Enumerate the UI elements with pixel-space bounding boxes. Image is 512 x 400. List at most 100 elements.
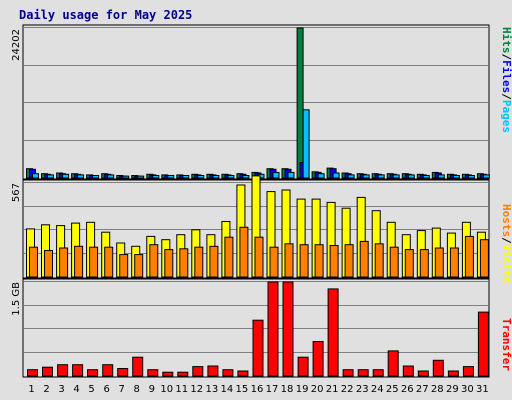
hits-pages-bar-day-19 (302, 109, 310, 179)
transfer-transfer-bar-day-25 (387, 350, 399, 377)
hits-pages-bar-day-18 (287, 171, 295, 179)
transfer-transfer-bar-day-31 (477, 311, 489, 377)
transfer-transfer-bar-day-20 (312, 341, 324, 377)
transfer-transfer-bar-day-4 (72, 364, 84, 377)
transfer-ytick-label: 1.5 GB (11, 282, 22, 316)
visits-hosts-bar-day-27 (419, 249, 429, 278)
visits-hosts-bar-day-31 (479, 239, 489, 278)
right-label-part: / (500, 237, 512, 244)
transfer-transfer-bar-day-8 (132, 356, 144, 377)
day-label-10: 10 (160, 384, 173, 395)
transfer-transfer-bar-day-27 (417, 370, 429, 377)
day-label-13: 13 (206, 384, 219, 395)
hits-pages-bar-day-29 (452, 175, 460, 179)
day-label-19: 19 (296, 384, 309, 395)
transfer-transfer-bar-day-3 (57, 364, 69, 377)
day-label-6: 6 (104, 384, 110, 395)
day-label-2: 2 (43, 384, 49, 395)
transfer-transfer-bar-day-23 (357, 369, 369, 377)
day-label-4: 4 (73, 384, 79, 395)
hits-pages-bar-day-22 (347, 174, 355, 179)
day-label-15: 15 (236, 384, 249, 395)
hits-pages-bar-day-6 (107, 174, 115, 179)
visits-hosts-bar-day-5 (89, 246, 99, 278)
visits-hosts-bar-day-29 (449, 247, 459, 278)
transfer-transfer-bar-day-17 (267, 281, 279, 377)
visits-hosts-bar-day-10 (164, 249, 174, 278)
visits-ytick-label: 567 (11, 183, 22, 202)
day-label-14: 14 (221, 384, 234, 395)
transfer-transfer-bar-day-30 (462, 366, 474, 377)
day-label-12: 12 (190, 384, 203, 395)
hits-pages-bar-day-5 (92, 175, 100, 179)
hits-pages-bar-day-24 (377, 174, 385, 179)
hits-pages-bar-day-15 (242, 175, 250, 179)
visits-hosts-bar-day-1 (29, 246, 38, 278)
day-label-1: 1 (28, 384, 34, 395)
transfer-transfer-bar-day-21 (327, 288, 339, 377)
hits-pages-bar-day-27 (422, 175, 430, 179)
hits-pages-bar-day-8 (137, 175, 145, 179)
right-label-part: Hosts (500, 204, 512, 237)
right-label-part: / (500, 54, 512, 61)
day-label-5: 5 (88, 384, 94, 395)
hits-pages-bar-day-13 (212, 175, 220, 179)
visits-hosts-bar-day-11 (179, 248, 189, 278)
visits-hosts-bar-day-24 (374, 243, 384, 278)
day-label-24: 24 (371, 384, 384, 395)
hits-hits-bar-day-19 (296, 27, 304, 179)
hits-pages-bar-day-4 (77, 174, 85, 179)
right-label-part: Pages (500, 100, 512, 133)
transfer-transfer-bar-day-2 (42, 366, 53, 377)
right-label-part: Visits (500, 244, 512, 284)
x-axis-labels: 1 2 3 4 5 6 7 8 9 10 11 12 13 14 15 16 17 18 19 20 21 22 23 24 2… (28, 384, 488, 395)
visits-hosts-bar-day-12 (194, 246, 204, 278)
day-label-7: 7 (119, 384, 125, 395)
visits-hosts-bar-day-13 (209, 245, 219, 278)
day-label-17: 17 (266, 384, 279, 395)
right-label-part: / (500, 93, 512, 100)
visits-hosts-bar-day-22 (344, 244, 354, 278)
day-label-29: 29 (446, 384, 459, 395)
day-label-22: 22 (341, 384, 354, 395)
visits-hosts-bar-day-17 (269, 246, 279, 278)
visits-hosts-bar-day-20 (314, 244, 324, 278)
transfer-transfer-bar-day-19 (297, 356, 309, 377)
transfer-transfer-bar-day-28 (432, 359, 444, 377)
hits-pages-bar-day-28 (437, 174, 445, 179)
visits-hosts-bar-day-6 (104, 246, 114, 278)
visits-hosts-bar-day-30 (464, 235, 474, 278)
visits-hosts-bar-day-15 (239, 226, 249, 278)
transfer-transfer-bar-day-16 (252, 319, 264, 377)
right-label-part: Files (500, 60, 512, 93)
visits-hosts-bar-day-9 (149, 244, 159, 278)
hits-pages-bar-day-11 (182, 175, 190, 179)
hits-pages-bar-day-21 (332, 172, 340, 179)
day-label-23: 23 (356, 384, 369, 395)
transfer-transfer-bar-day-9 (147, 369, 159, 377)
hits-pages-bar-day-7 (122, 175, 130, 179)
visits-hosts-bar-day-26 (404, 249, 414, 278)
day-label-31: 31 (476, 384, 489, 395)
hits-pages-bar-day-17 (272, 171, 280, 179)
transfer-transfer-bar-day-14 (222, 369, 234, 377)
day-label-21: 21 (326, 384, 339, 395)
right-label-part: Transfer (500, 318, 512, 371)
visits-hosts-bar-day-19 (299, 244, 309, 278)
day-label-20: 20 (311, 384, 324, 395)
day-label-3: 3 (58, 384, 64, 395)
visits-hosts-bar-day-7 (119, 254, 129, 278)
visits-hosts-bar-day-14 (224, 236, 234, 278)
hits-files-pages-label: Hits/Files/Pages (500, 27, 512, 133)
hits-pages-bar-day-12 (197, 175, 205, 179)
visits-hosts-bar-day-25 (389, 246, 399, 278)
transfer-transfer-bar-day-6 (102, 364, 114, 377)
visits-hosts-bar-day-16 (254, 236, 264, 278)
transfer-transfer-bar-day-7 (117, 368, 129, 377)
hits-pages-bar-day-14 (227, 175, 235, 179)
day-label-11: 11 (175, 384, 188, 395)
hits-pages-bar-day-26 (407, 174, 415, 179)
transfer-transfer-bar-day-10 (162, 371, 174, 377)
hits-pages-bar-day-30 (467, 175, 475, 179)
